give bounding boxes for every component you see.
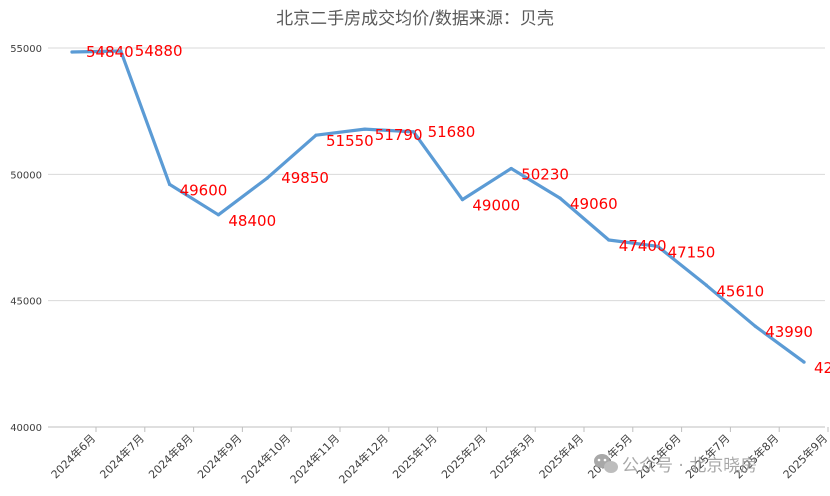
data-label: 49600 bbox=[180, 181, 228, 199]
data-label: 51680 bbox=[428, 123, 476, 141]
data-point bbox=[607, 238, 611, 242]
data-point bbox=[265, 176, 269, 180]
x-tick-label: 2024年11月 bbox=[287, 431, 342, 486]
data-label: 45610 bbox=[716, 282, 764, 300]
data-point bbox=[558, 196, 562, 200]
data-label: 48400 bbox=[228, 212, 276, 230]
x-tick-label: 2024年8月 bbox=[146, 431, 196, 481]
x-tick-label: 2024年7月 bbox=[97, 431, 147, 481]
data-label: 49060 bbox=[570, 195, 618, 213]
x-tick-label: 2024年10月 bbox=[238, 431, 293, 486]
data-point bbox=[363, 127, 367, 131]
y-tick-label: 40000 bbox=[10, 423, 42, 434]
x-tick-label: 2025年9月 bbox=[780, 431, 830, 481]
data-point bbox=[216, 213, 220, 217]
data-label: 51790 bbox=[375, 126, 423, 144]
x-tick-label: 2024年6月 bbox=[48, 431, 98, 481]
data-point bbox=[119, 49, 123, 53]
data-label: 42570 bbox=[814, 359, 830, 377]
watermark-text: 公众号 · 北京晓房 bbox=[622, 456, 757, 476]
data-label: 51550 bbox=[326, 132, 374, 150]
data-point bbox=[509, 166, 513, 171]
data-point bbox=[704, 283, 709, 287]
data-point bbox=[656, 244, 660, 248]
x-tick-label: 2025年2月 bbox=[438, 431, 488, 481]
x-tick-label: 2024年9月 bbox=[194, 431, 244, 481]
series-line bbox=[70, 49, 806, 364]
data-label: 54880 bbox=[135, 42, 183, 60]
data-point bbox=[412, 130, 416, 134]
x-tick-label: 2025年4月 bbox=[536, 431, 586, 481]
y-tick-label: 55000 bbox=[10, 44, 42, 55]
y-tick-label: 50000 bbox=[10, 170, 42, 181]
data-point bbox=[460, 198, 464, 202]
data-point bbox=[753, 324, 757, 328]
data-label: 49000 bbox=[472, 197, 520, 215]
data-point bbox=[314, 133, 318, 137]
data-point bbox=[70, 50, 74, 54]
data-label: 49850 bbox=[281, 169, 329, 187]
data-point bbox=[168, 182, 172, 187]
watermark: 公众号 · 北京晓房 bbox=[594, 454, 757, 476]
data-label: 47400 bbox=[619, 237, 667, 255]
data-label: 54840 bbox=[86, 43, 134, 61]
data-label: 47150 bbox=[668, 243, 716, 261]
data-label: 50230 bbox=[521, 166, 569, 184]
y-tick-label: 45000 bbox=[10, 297, 42, 308]
x-tick-label: 2025年3月 bbox=[487, 431, 537, 481]
wechat-icon bbox=[594, 454, 618, 473]
x-tick-label: 2025年1月 bbox=[390, 431, 440, 481]
x-tick-label: 2024年12月 bbox=[336, 431, 391, 486]
data-label: 43990 bbox=[765, 323, 813, 341]
data-point bbox=[802, 360, 806, 364]
chart-title: 北京二手房成交均价/数据来源：贝壳 bbox=[276, 9, 554, 29]
